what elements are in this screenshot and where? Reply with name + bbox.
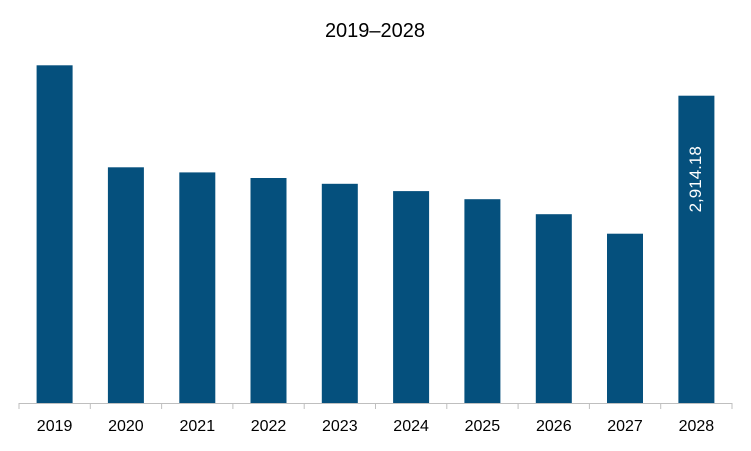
bars-group — [36, 65, 715, 404]
x-tick-label-2028: 2028 — [679, 418, 715, 435]
bar-2020 — [107, 167, 144, 403]
x-tick-label-2027: 2027 — [607, 418, 643, 435]
bar-2026 — [535, 214, 572, 403]
bar-2022 — [250, 178, 287, 403]
x-tick-label-2021: 2021 — [180, 418, 216, 435]
x-tick-label-2022: 2022 — [251, 418, 287, 435]
bar-2019 — [36, 65, 73, 404]
bar-2021 — [179, 172, 216, 403]
bar-2023 — [321, 183, 358, 403]
x-axis — [18, 403, 733, 409]
data-labels: 2,914.18 — [686, 146, 705, 212]
x-tick-label-2020: 2020 — [108, 418, 144, 435]
x-tick-label-2023: 2023 — [322, 418, 358, 435]
x-tick-label-2026: 2026 — [536, 418, 572, 435]
x-tick-labels: 2019 2020 2021 2022 2023 2024 2025 2026 2027 2028 — [37, 418, 714, 435]
data-label-2028: 2,914.18 — [686, 146, 705, 212]
bar-2028 — [678, 95, 715, 403]
bar-2024 — [393, 191, 430, 403]
bar-2027 — [607, 233, 643, 403]
bar-2025 — [464, 199, 501, 403]
x-tick-label-2024: 2024 — [393, 418, 429, 435]
x-tick-label-2025: 2025 — [465, 418, 501, 435]
x-tick-label-2019: 2019 — [37, 418, 73, 435]
chart-title: 2019–2028 — [325, 20, 425, 42]
